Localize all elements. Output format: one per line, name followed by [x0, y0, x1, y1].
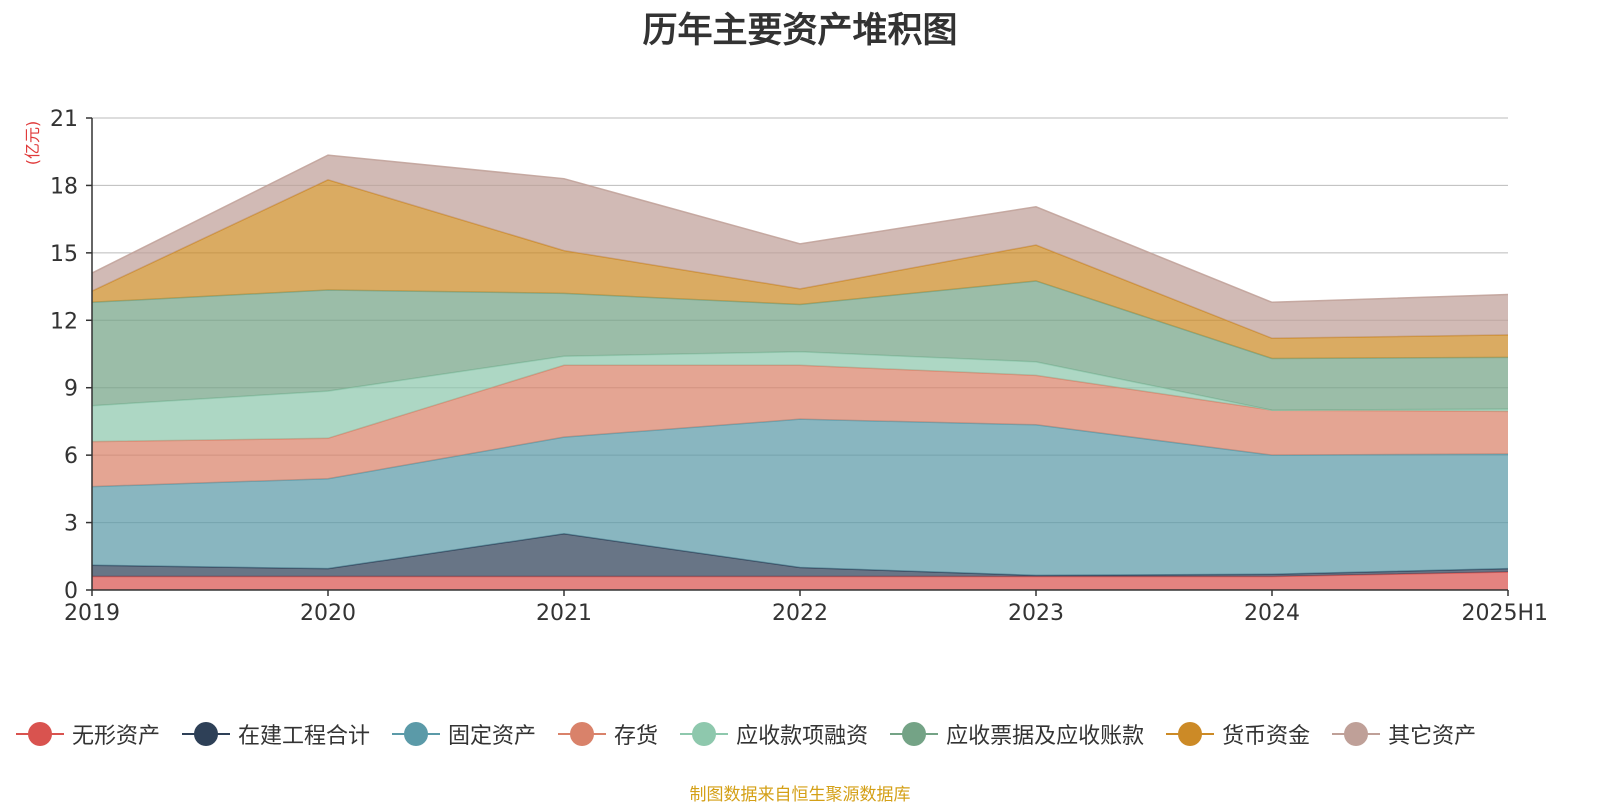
- y-axis-label: (亿元): [23, 121, 42, 166]
- legend-item[interactable]: 无形资产: [16, 718, 160, 750]
- y-tick-labels: 0 3 6 9 12 15 18 21: [50, 107, 92, 604]
- area-series-1[interactable]: [92, 533, 1508, 577]
- legend-item[interactable]: 固定资产: [392, 718, 536, 750]
- legend-item[interactable]: 在建工程合计: [182, 718, 370, 750]
- legend-marker-icon: [558, 722, 607, 746]
- x-tick-label: 2023: [1008, 601, 1064, 626]
- legend-label: 应收票据及应收账款: [946, 724, 1145, 749]
- legend-marker-icon: [680, 722, 729, 746]
- legend-label: 应收款项融资: [736, 724, 869, 749]
- chart-title: 历年主要资产堆积图: [642, 11, 958, 51]
- y-tick-label: 15: [50, 242, 78, 267]
- x-tick-label: 2022: [772, 601, 828, 626]
- y-tick-label: 21: [50, 107, 78, 132]
- x-tick-label: 2020: [300, 601, 356, 626]
- y-tick-label: 9: [64, 377, 78, 402]
- legend-marker-icon: [182, 722, 231, 746]
- series-line-2: [91, 418, 1509, 488]
- legend-label: 其它资产: [1388, 724, 1477, 749]
- series-areas: [91, 154, 1509, 590]
- x-tick-label: 2024: [1244, 601, 1300, 626]
- legend-marker-icon: [16, 722, 64, 746]
- series-line-1: [91, 533, 1509, 577]
- legend-item[interactable]: 其它资产: [1332, 718, 1476, 750]
- legend-marker-icon: [392, 722, 441, 746]
- area-series-6[interactable]: [92, 179, 1508, 359]
- legend-marker-icon: [1332, 722, 1381, 746]
- legend-marker-icon: [1166, 722, 1215, 746]
- y-tick-label: 6: [64, 444, 78, 469]
- y-tick-label: 12: [50, 309, 78, 334]
- source-note: 制图数据来自恒生聚源数据库: [689, 785, 911, 805]
- area-series-7[interactable]: [92, 155, 1508, 339]
- legend-item[interactable]: 应收票据及应收账款: [890, 718, 1144, 750]
- legend-label: 在建工程合计: [238, 724, 371, 749]
- legend-item[interactable]: 应收款项融资: [680, 718, 868, 750]
- legend-label: 货币资金: [1222, 724, 1311, 749]
- legend-marker-icon: [890, 722, 939, 746]
- legend-label: 无形资产: [72, 724, 161, 749]
- legend-label: 固定资产: [448, 724, 537, 749]
- area-series-5[interactable]: [92, 280, 1508, 411]
- x-tick-label: 2025H1: [1461, 601, 1548, 626]
- x-tick-label: 2021: [536, 601, 592, 626]
- y-tick-label: 0: [64, 579, 78, 604]
- legend-label: 存货: [614, 724, 659, 749]
- x-tick-labels: 2019 2020 2021 2022 2023 2024 2025H1: [64, 590, 1548, 626]
- y-tick-label: 18: [50, 174, 78, 199]
- area-series-3[interactable]: [92, 365, 1508, 487]
- y-tick-label: 3: [64, 512, 78, 537]
- series-line-7: [91, 154, 1509, 304]
- x-tick-label: 2019: [64, 601, 120, 626]
- legend: 无形资产 在建工程合计 固定资产 存货 应收款项融资 应收票据及应收账款 货币资金 其它资产: [16, 718, 1498, 750]
- legend-item[interactable]: 存货: [558, 718, 658, 750]
- legend-item[interactable]: 货币资金: [1166, 718, 1310, 750]
